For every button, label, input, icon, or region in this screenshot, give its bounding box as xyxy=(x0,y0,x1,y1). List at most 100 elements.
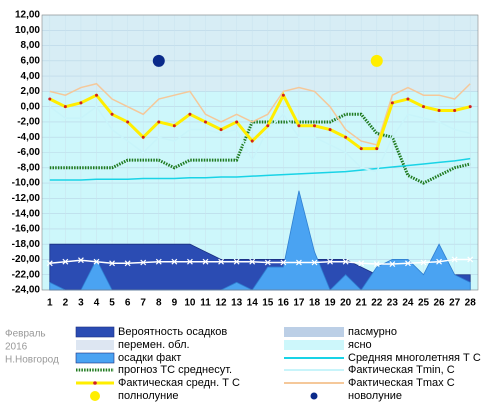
series-point xyxy=(264,259,271,266)
x-tick-label: 10 xyxy=(184,298,196,309)
series-point xyxy=(467,256,474,263)
series-point xyxy=(281,93,285,97)
series-line xyxy=(49,91,471,151)
series-point xyxy=(93,258,100,265)
caption: Н.Новгород xyxy=(5,355,59,366)
legend-swatch xyxy=(284,340,344,350)
series-point xyxy=(297,124,301,128)
legend-label: Вероятность осадков xyxy=(118,326,227,338)
legend-label: новолуние xyxy=(348,390,402,402)
series-point xyxy=(358,260,365,267)
caption: Февраль xyxy=(5,329,46,340)
series-point xyxy=(359,147,363,151)
series-point xyxy=(405,260,411,267)
x-tick-label: 7 xyxy=(140,298,146,309)
legend-label: прогноз ТС среднесут. xyxy=(118,364,232,376)
x-tick-label: 14 xyxy=(247,298,259,309)
series-point xyxy=(327,258,333,265)
legend-swatch-dot xyxy=(93,381,97,385)
series-point xyxy=(342,258,349,265)
series-point xyxy=(313,124,316,128)
series-point xyxy=(204,120,207,124)
series-point xyxy=(141,135,145,139)
series-point xyxy=(202,258,209,265)
series-point xyxy=(157,120,161,124)
x-tick-label: 28 xyxy=(465,298,477,309)
series-point xyxy=(219,128,223,132)
series-point xyxy=(187,258,193,265)
x-tick-label: 27 xyxy=(449,298,461,309)
series-point xyxy=(124,260,131,267)
y-tick-label: -24,00 xyxy=(12,285,41,296)
x-tick-label: 20 xyxy=(340,298,352,309)
caption: 2016 xyxy=(5,342,28,353)
series-line xyxy=(49,112,471,185)
series-point xyxy=(406,97,410,101)
legend-swatch xyxy=(75,326,115,338)
series-point xyxy=(95,93,98,97)
cloud-band xyxy=(42,15,478,92)
series-point xyxy=(48,97,52,101)
series-point xyxy=(140,259,147,266)
series-point xyxy=(280,259,287,266)
x-tick-label: 4 xyxy=(94,298,100,309)
series-point xyxy=(62,258,69,265)
series-point xyxy=(451,256,458,263)
x-tick-label: 12 xyxy=(216,298,228,309)
x-tick-label: 13 xyxy=(231,298,243,309)
series-point xyxy=(390,101,394,105)
series-point xyxy=(46,260,53,267)
series-point xyxy=(453,108,457,112)
x-tick-label: 15 xyxy=(262,298,274,309)
series-point xyxy=(155,258,162,265)
legend-swatch xyxy=(75,352,115,364)
y-tick-label: -8,00 xyxy=(17,162,40,173)
plot-frame xyxy=(41,14,479,291)
series-point xyxy=(436,258,442,265)
series-point xyxy=(171,258,178,265)
x-tick-label: 16 xyxy=(278,298,290,309)
series-line xyxy=(49,105,471,173)
x-tick-label: 11 xyxy=(200,298,211,309)
legend-swatch xyxy=(310,392,318,400)
y-tick-label: 10,00 xyxy=(15,25,40,36)
series-point xyxy=(389,261,396,267)
x-tick-label: 26 xyxy=(434,298,446,309)
y-tick-label: -22,00 xyxy=(12,269,41,280)
moon-marker xyxy=(152,54,165,67)
series-point xyxy=(468,105,472,109)
x-tick-label: 5 xyxy=(109,298,115,309)
x-tick-label: 1 xyxy=(47,298,53,309)
y-tick-label: 4,00 xyxy=(21,71,41,82)
legend-label: осадки факт xyxy=(118,352,181,364)
series-point xyxy=(437,108,441,112)
y-tick-label: 2,00 xyxy=(21,86,41,97)
y-tick-label: -20,00 xyxy=(12,254,41,265)
y-tick-label: -12,00 xyxy=(12,193,41,204)
x-tick-label: 2 xyxy=(63,298,69,309)
x-tick-label: 21 xyxy=(356,298,368,309)
y-tick-label: -10,00 xyxy=(12,178,41,189)
series-point xyxy=(218,258,224,265)
y-tick-label: -14,00 xyxy=(12,208,41,219)
series-line xyxy=(49,157,471,181)
legend-label: Фактическая средн. Т С xyxy=(118,377,240,389)
series-point xyxy=(375,147,379,151)
legend-swatch xyxy=(90,391,100,401)
y-tick-label: 0,00 xyxy=(21,101,41,112)
x-tick-label: 22 xyxy=(371,298,383,309)
legend-label: ясно xyxy=(348,339,372,351)
series-point xyxy=(126,120,130,124)
y-tick-label: 6,00 xyxy=(21,55,41,66)
x-tick-label: 6 xyxy=(125,298,131,309)
legend-swatch xyxy=(76,340,114,350)
series-point xyxy=(110,112,114,116)
y-tick-label: -18,00 xyxy=(12,239,41,250)
x-tick-label: 24 xyxy=(402,298,414,309)
series-point xyxy=(249,258,256,265)
legend-label: полнолуние xyxy=(118,390,178,402)
series-point xyxy=(266,124,270,128)
legend-label: Фактическая Tmin, С xyxy=(348,364,455,376)
series-point xyxy=(172,124,176,128)
